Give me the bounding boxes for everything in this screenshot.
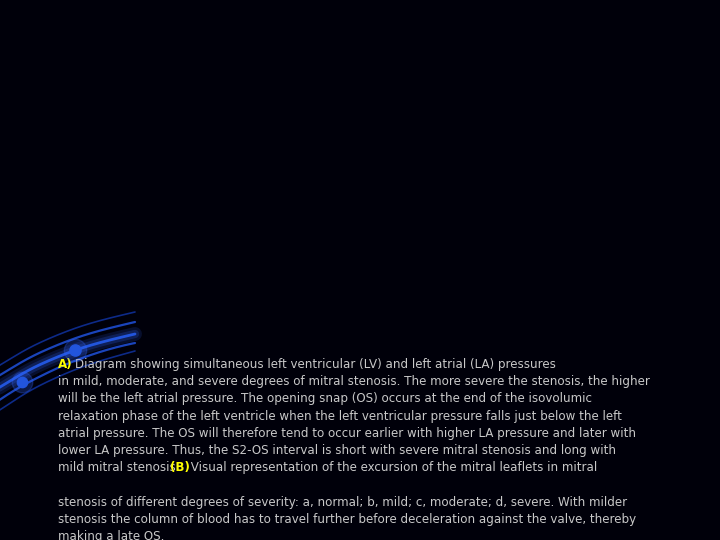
Text: atrial pressure. The OS will therefore tend to occur earlier with higher LA pres: atrial pressure. The OS will therefore t… [58,427,636,440]
Point [17,377,28,386]
Text: in mild, moderate, and severe degrees of mitral stenosis. The more severe the st: in mild, moderate, and severe degrees of… [58,375,650,388]
Text: will be the left atrial pressure. The opening snap (OS) occurs at the end of the: will be the left atrial pressure. The op… [58,393,592,406]
Text: stenosis of different degrees of severity: a, normal; b, mild; c, moderate; d, s: stenosis of different degrees of severit… [58,496,627,509]
Text: mild mitral stenosis.: mild mitral stenosis. [58,461,184,474]
Point [69,346,81,354]
Text: Visual representation of the excursion of the mitral leaflets in mitral: Visual representation of the excursion o… [187,461,598,474]
Point [17,377,28,386]
Point [69,346,81,354]
Text: (B): (B) [170,461,190,474]
Text: Diagram showing simultaneous left ventricular (LV) and left atrial (LA) pressure: Diagram showing simultaneous left ventri… [75,358,556,371]
Text: A): A) [58,358,73,371]
Text: relaxation phase of the left ventricle when the left ventricular pressure falls : relaxation phase of the left ventricle w… [58,410,622,423]
Text: stenosis the column of blood has to travel further before deceleration against t: stenosis the column of blood has to trav… [58,513,636,526]
Text: making a late OS.: making a late OS. [58,530,164,540]
Text: lower LA pressure. Thus, the S2-OS interval is short with severe mitral stenosis: lower LA pressure. Thus, the S2-OS inter… [58,444,616,457]
